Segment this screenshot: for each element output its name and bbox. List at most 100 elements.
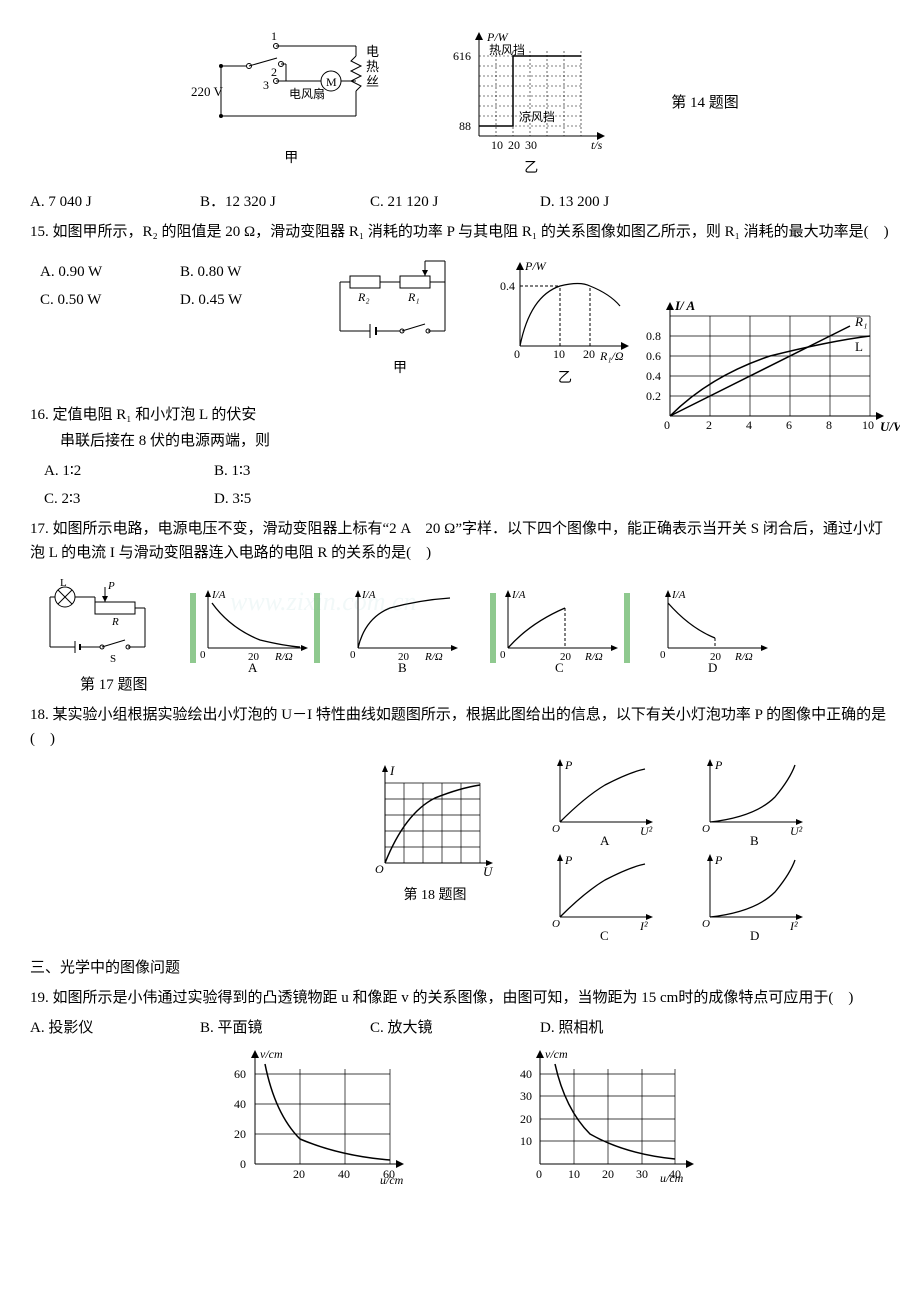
terminal-1: 1	[271, 29, 277, 43]
q16-xt-0: 0	[664, 418, 670, 432]
q15-r2: R₂	[357, 290, 370, 304]
q14-xtick-20: 20	[508, 138, 520, 152]
q14-opt-b: B．12 320 J	[200, 190, 320, 214]
q15-fig-right-label: 乙	[490, 368, 640, 390]
q14-fig-left-label: 甲	[191, 148, 391, 170]
q19-opt-b: B. 平面镜	[200, 1016, 320, 1040]
q16-xt-2: 2	[706, 418, 712, 432]
q17-lbl-d: D	[708, 660, 717, 673]
q17c-y: I/A	[511, 589, 526, 601]
svg-text:O: O	[552, 823, 560, 835]
q16-xlabel: U/V	[880, 419, 900, 434]
heater-label-2: 热	[366, 59, 379, 74]
q18b-y: P	[714, 758, 723, 772]
q18-mini-c: P I² O C	[545, 852, 665, 942]
q15-ytick: 0.4	[500, 279, 515, 293]
q14-opt-d: D. 13 200 J	[540, 190, 660, 214]
q18d-y: P	[714, 853, 723, 867]
q14-annot-top: 热风挡	[489, 43, 525, 57]
q19r-x10: 10	[568, 1167, 580, 1181]
motor-symbol: M	[326, 75, 337, 89]
q17b-x: R/Ω	[424, 651, 443, 663]
q15-opt-d: D. 0.45 W	[180, 288, 300, 312]
q18-mini-a: P U² O A	[545, 757, 665, 847]
q17d-y: I/A	[671, 589, 686, 601]
q14-fig-right-label: 乙	[441, 158, 621, 180]
q16-opt-a: A. 1∶2	[44, 459, 194, 483]
q15-ylabel: P/W	[524, 259, 547, 273]
q14-annot-bot: 凉风挡	[519, 109, 555, 124]
svg-text:0: 0	[660, 649, 666, 661]
q16-series-l: L	[855, 339, 863, 354]
q19-chart-right: v/cm u/cm 10 20 30 40 0 10 20 30 40	[500, 1044, 710, 1194]
q17b-y: I/A	[361, 589, 376, 601]
q17-lamp: L	[60, 577, 67, 589]
q19-charts: v/cm u/cm 0 20 40 60 20 40 60 v/cm u/cm …	[30, 1044, 890, 1194]
q15-r1: R₁	[407, 290, 420, 304]
q18-minis: P U² O A P U² O B P I² O C	[545, 757, 815, 942]
q18b-lbl: B	[750, 833, 759, 847]
q14-caption: 第 14 题图	[671, 91, 739, 115]
q19r-y10: 10	[520, 1134, 532, 1148]
svg-text:0: 0	[200, 649, 206, 661]
q15-fig-left-label: 甲	[330, 358, 470, 380]
q16-xt-10: 10	[862, 418, 874, 432]
q14-ytick-616: 616	[453, 49, 471, 63]
q18c-y: P	[564, 853, 573, 867]
q18-y: I	[389, 763, 395, 778]
q19r-y30: 30	[520, 1089, 532, 1103]
q14-figures: 1 2 3 电 热 丝 M 电风扇	[30, 20, 890, 186]
q16-opt-d: D. 3∶5	[214, 487, 364, 511]
q15-text: 15. 如图甲所示，R₂ 的阻值是 20 Ω，滑动变阻器 R₁ 消耗的功率 P …	[30, 220, 890, 244]
q17a-y: I/A	[211, 589, 226, 601]
q14-xtick-10: 10	[491, 138, 503, 152]
svg-text:0: 0	[500, 649, 506, 661]
q18d-x: I²	[789, 919, 798, 933]
q18-text: 18. 某实验小组根据实验绘出小灯泡的 U－I 特性曲线如题图所示，根据此图给出…	[30, 703, 890, 751]
q17a-x: R/Ω	[274, 651, 293, 663]
q19-text: 19. 如图所示是小伟通过实验得到的凸透镜物距 u 和像距 v 的关系图像，由图…	[30, 986, 890, 1010]
q17-caption: 第 17 题图	[80, 673, 890, 697]
q16-yt-04: 0.4	[646, 369, 661, 383]
q14-circuit: 1 2 3 电 热 丝 M 电风扇	[191, 26, 391, 170]
q15-chart: P/W 0.4 0 10 20 R₁/Ω 乙	[490, 256, 640, 390]
svg-text:O: O	[702, 918, 710, 930]
q18a-lbl: A	[600, 833, 610, 847]
q16-options: A. 1∶2 B. 1∶3 C. 2∶3 D. 3∶5	[44, 459, 890, 511]
q14-xlabel: t/s	[591, 138, 603, 152]
q16-opt-b: B. 1∶3	[214, 459, 364, 483]
q19r-x20: 20	[602, 1167, 614, 1181]
svg-text:O: O	[375, 862, 384, 876]
q17-mini-b: I/A 20 R/Ω 0 B	[340, 588, 470, 673]
q16-yt-06: 0.6	[646, 349, 661, 363]
q14-xtick-30: 30	[525, 138, 537, 152]
q16-xt-8: 8	[826, 418, 832, 432]
q18d-lbl: D	[750, 928, 759, 942]
q18c-x: I²	[639, 919, 648, 933]
section-3-title: 三、光学中的图像问题	[30, 956, 890, 980]
q17-circuit: L P R S	[40, 577, 160, 667]
q17-res: R	[111, 616, 119, 628]
heater-label-3: 丝	[366, 74, 379, 89]
q19l-x20: 20	[293, 1167, 305, 1181]
q17c-x: R/Ω	[584, 651, 603, 663]
q18-mini-b: P U² O B	[695, 757, 815, 847]
q15-row: A. 0.90 W B. 0.80 W C. 0.50 W D. 0.45 W …	[30, 250, 890, 396]
q14-ytick-88: 88	[459, 119, 471, 133]
heater-label-1: 电	[366, 44, 379, 59]
q19l-y40: 40	[234, 1097, 246, 1111]
voltage-label: 220 V	[191, 84, 224, 99]
q19l-y60: 60	[234, 1067, 246, 1081]
q19r-x30: 30	[636, 1167, 648, 1181]
q14-chart: P/W t/s 616 88 10 20 30 热风挡 凉风挡 乙	[441, 26, 621, 180]
q18a-x: U²	[640, 824, 653, 838]
circuit-svg: 1 2 3 电 热 丝 M 电风扇	[191, 26, 391, 146]
q15-options: A. 0.90 W B. 0.80 W C. 0.50 W D. 0.45 W	[40, 260, 300, 312]
q14-options: A. 7 040 J B．12 320 J C. 21 120 J D. 13 …	[30, 190, 890, 214]
q16-yt-08: 0.8	[646, 329, 661, 343]
q19l-x40: 40	[338, 1167, 350, 1181]
q15-xlabel: R₁/Ω	[599, 349, 624, 363]
fan-label: 电风扇	[289, 86, 325, 101]
q16-yt-02: 0.2	[646, 389, 661, 403]
q18-mini-d: P I² O D	[695, 852, 815, 942]
